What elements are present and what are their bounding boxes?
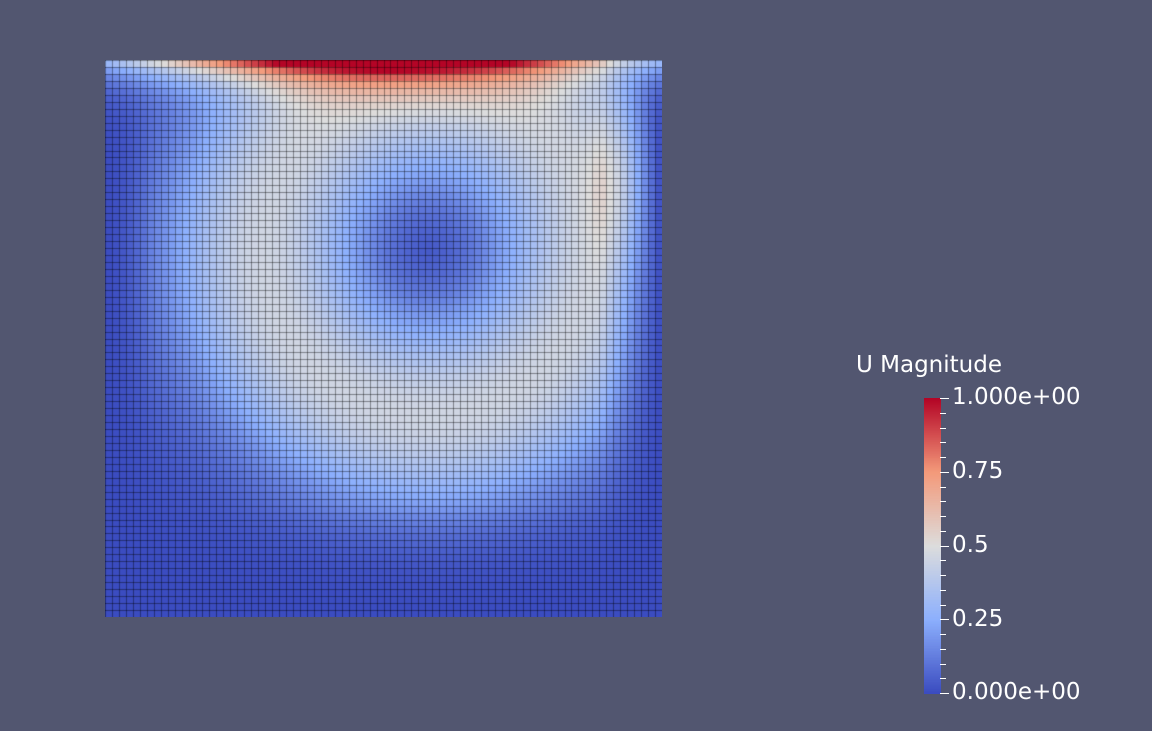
scalar-bar-tick — [940, 457, 946, 458]
scalar-bar-tick — [940, 605, 946, 606]
scalar-bar-tick — [940, 413, 946, 414]
scalar-bar-tick — [940, 428, 946, 429]
scalar-bar-tick — [940, 590, 946, 591]
scalar-bar-tick — [940, 546, 949, 547]
scalar-bar-tick — [940, 693, 949, 694]
scalar-bar-label-0-5: 0.5 — [952, 532, 989, 558]
scalar-bar-tick — [940, 531, 946, 532]
scalar-bar-tick — [940, 634, 946, 635]
scalar-bar-tick — [940, 575, 946, 576]
scalar-bar-label-max: 1.000e+00 — [952, 384, 1081, 410]
scalar-bar-tick — [940, 619, 949, 620]
scalar-bar-gradient — [924, 398, 941, 694]
scalar-bar-label-min: 0.000e+00 — [952, 679, 1081, 705]
scalar-bar-tick — [940, 398, 949, 399]
velocity-magnitude-field[interactable] — [105, 60, 662, 617]
scalar-bar-tick — [940, 487, 946, 488]
scalar-bar-tick — [940, 560, 946, 561]
scalar-bar-tick — [940, 664, 946, 665]
scalar-bar-tick — [940, 442, 946, 443]
scalar-bar-title: U Magnitude — [856, 352, 1002, 378]
scalar-bar-tick — [940, 649, 946, 650]
scalar-bar-tick — [940, 516, 946, 517]
scalar-bar-tick — [940, 472, 949, 473]
scalar-bar-tick — [940, 678, 946, 679]
scalar-bar-label-0-25: 0.25 — [952, 606, 1004, 632]
scalar-bar-label-0-75: 0.75 — [952, 458, 1004, 484]
scalar-bar-tick — [940, 501, 946, 502]
